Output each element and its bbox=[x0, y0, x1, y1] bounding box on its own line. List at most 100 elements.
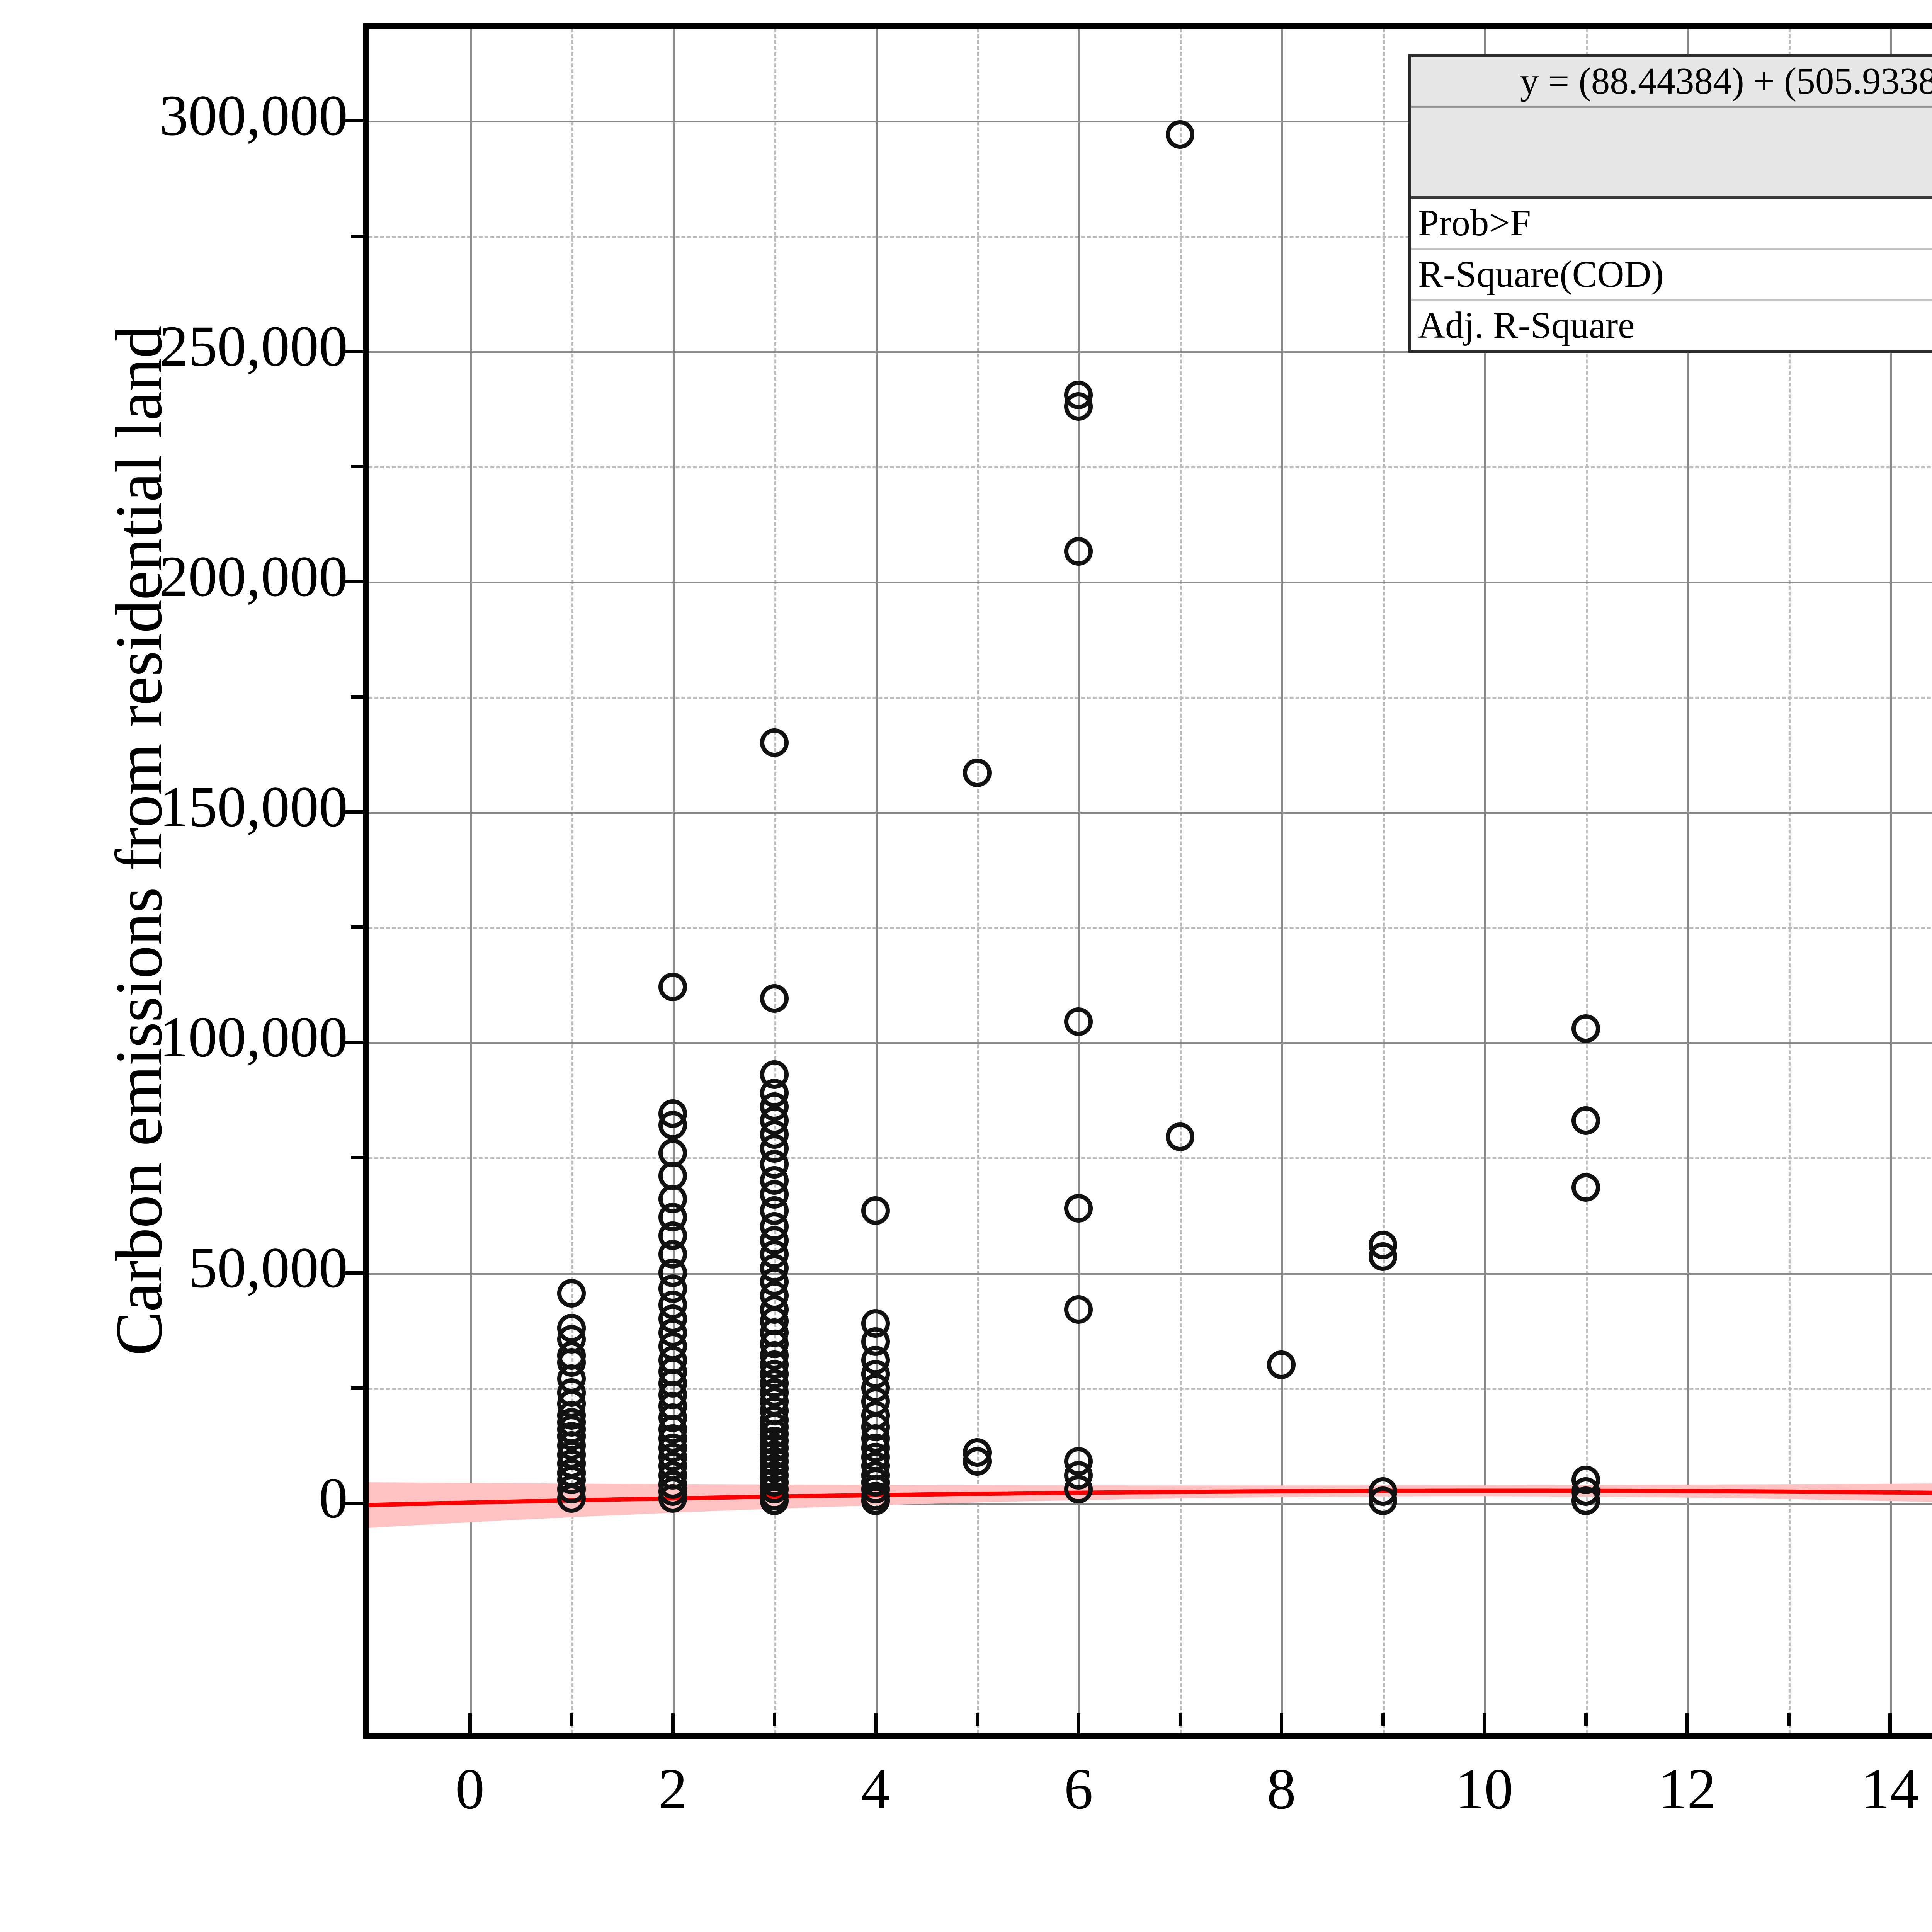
data-point bbox=[963, 1447, 992, 1476]
data-point bbox=[1571, 1014, 1600, 1043]
stats-label-probf: Prob>F bbox=[1411, 196, 1932, 249]
y-tick-major bbox=[341, 119, 363, 123]
x-tick-major bbox=[671, 1713, 675, 1736]
gridline-h-major bbox=[369, 581, 1932, 583]
gridline-v-minor bbox=[1788, 29, 1791, 1733]
gridline-h-major bbox=[369, 351, 1932, 353]
stats-row-rsquare: R-Square(COD) 0.33678 bbox=[1411, 247, 1932, 300]
x-tick-minor bbox=[975, 1713, 979, 1726]
x-tick-major bbox=[1888, 1713, 1892, 1736]
gridline-h-minor bbox=[369, 466, 1932, 468]
data-point bbox=[658, 973, 687, 1002]
fit-statistics-table: y = (88.44384) + (505.93381) * x + (-24.… bbox=[1408, 54, 1932, 353]
stats-label-adj-rsquare: Adj. R-Square bbox=[1411, 299, 1932, 350]
gridline-v-major bbox=[876, 29, 878, 1733]
gridline-h-major bbox=[369, 1272, 1932, 1275]
y-tick-major bbox=[341, 349, 363, 353]
gridline-v-major bbox=[1687, 29, 1689, 1733]
y-tick-major bbox=[341, 580, 363, 583]
x-tick-minor bbox=[1178, 1713, 1182, 1726]
data-point bbox=[1064, 537, 1093, 566]
data-point bbox=[658, 1484, 687, 1513]
y-axis-title: Carbon emissions from residential land bbox=[102, 326, 176, 1356]
gridline-v-minor bbox=[977, 29, 979, 1733]
x-tick-minor bbox=[1584, 1713, 1588, 1726]
x-tick-major bbox=[1483, 1713, 1486, 1736]
y-tick-label: 150,000 bbox=[159, 775, 348, 839]
y-tick-major bbox=[341, 1271, 363, 1275]
stats-corner-cell bbox=[1411, 105, 1932, 197]
x-tick-minor bbox=[772, 1713, 776, 1726]
data-point bbox=[1571, 1106, 1600, 1135]
x-tick-major bbox=[468, 1713, 472, 1736]
stats-equation: y = (88.44384) + (505.93381) * x + (-24.… bbox=[1411, 57, 1932, 107]
y-tick-label: 50,000 bbox=[188, 1235, 348, 1300]
x-tick-label: 12 bbox=[1658, 1757, 1716, 1821]
y-tick-label: 200,000 bbox=[159, 544, 348, 609]
y-tick-minor bbox=[351, 464, 363, 468]
stats-equation-row: y = (88.44384) + (505.93381) * x + (-24.… bbox=[1411, 57, 1932, 107]
x-tick-major bbox=[1077, 1713, 1081, 1736]
x-tick-major bbox=[1280, 1713, 1284, 1736]
data-point bbox=[760, 984, 789, 1013]
data-point bbox=[557, 1279, 586, 1308]
y-tick-major bbox=[341, 1501, 363, 1505]
data-point bbox=[861, 1196, 890, 1225]
gridline-v-major bbox=[1281, 29, 1284, 1733]
gridline-h-major bbox=[369, 121, 1932, 123]
data-point bbox=[760, 728, 789, 757]
gridline-h-major bbox=[369, 1042, 1932, 1044]
gridline-h-minor bbox=[369, 697, 1932, 699]
data-point bbox=[658, 1111, 687, 1139]
y-tick-minor bbox=[351, 925, 363, 929]
y-tick-minor bbox=[351, 695, 363, 699]
x-tick-label: 14 bbox=[1861, 1757, 1919, 1821]
gridline-v-major bbox=[1890, 29, 1892, 1733]
gridline-v-minor bbox=[1383, 29, 1385, 1733]
gridline-v-major bbox=[1484, 29, 1486, 1733]
gridline-v-minor bbox=[1585, 29, 1588, 1733]
y-tick-major bbox=[341, 1041, 363, 1044]
y-tick-major bbox=[341, 810, 363, 814]
y-tick-label: 300,000 bbox=[159, 83, 348, 148]
gridline-v-minor bbox=[571, 29, 573, 1733]
gridline-v-major bbox=[470, 29, 472, 1733]
x-tick-label: 2 bbox=[658, 1757, 687, 1821]
stats-label-rsquare: R-Square(COD) bbox=[1411, 247, 1932, 300]
data-point bbox=[1064, 392, 1093, 421]
stats-column-header-row: Carbon emissions from residential land bbox=[1411, 105, 1932, 197]
stats-row-adj-rsquare: Adj. R-Square 0.33646 bbox=[1411, 299, 1932, 350]
y-tick-label: 250,000 bbox=[159, 314, 348, 378]
data-point bbox=[1368, 1242, 1397, 1271]
y-tick-minor bbox=[351, 1386, 363, 1390]
gridline-h-minor bbox=[369, 927, 1932, 929]
data-point bbox=[1165, 1122, 1194, 1151]
x-tick-minor bbox=[1787, 1713, 1791, 1726]
y-tick-minor bbox=[351, 1156, 363, 1160]
x-tick-minor bbox=[1381, 1713, 1385, 1726]
y-tick-label: 100,000 bbox=[159, 1005, 348, 1070]
gridline-v-minor bbox=[774, 29, 776, 1733]
y-tick-label: 0 bbox=[319, 1466, 348, 1530]
x-tick-minor bbox=[570, 1713, 573, 1726]
gridline-h-major bbox=[369, 812, 1932, 814]
x-tick-major bbox=[874, 1713, 878, 1736]
stats-row-probf: Prob>F 0 bbox=[1411, 196, 1932, 249]
x-tick-label: 10 bbox=[1455, 1757, 1514, 1821]
data-point bbox=[1064, 1295, 1093, 1324]
x-tick-label: 0 bbox=[455, 1757, 485, 1821]
gridline-h-major bbox=[369, 1503, 1932, 1505]
x-tick-label: 6 bbox=[1064, 1757, 1093, 1821]
gridline-v-minor bbox=[1180, 29, 1182, 1733]
data-point bbox=[963, 758, 992, 787]
data-point bbox=[1571, 1173, 1600, 1202]
data-point bbox=[861, 1486, 890, 1515]
gridline-h-minor bbox=[369, 1157, 1932, 1160]
y-tick-minor bbox=[351, 234, 363, 238]
data-point bbox=[1165, 120, 1194, 149]
x-tick-major bbox=[1685, 1713, 1689, 1736]
data-point bbox=[760, 1486, 789, 1515]
data-point bbox=[1064, 1007, 1093, 1036]
data-point bbox=[1368, 1486, 1397, 1515]
